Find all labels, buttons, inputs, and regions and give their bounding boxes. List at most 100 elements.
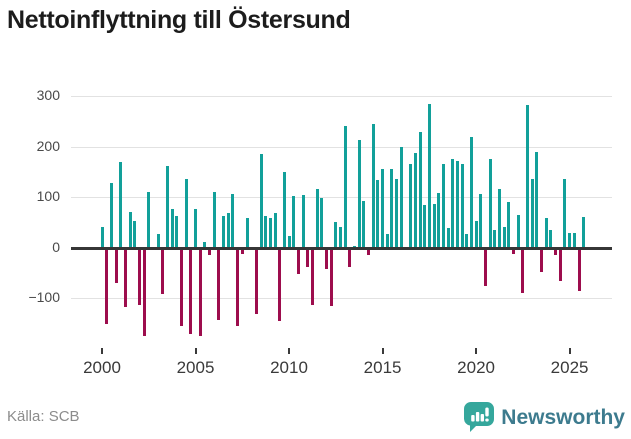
bar-positive bbox=[334, 221, 338, 248]
bar-negative bbox=[367, 247, 370, 256]
x-axis-tick bbox=[568, 348, 571, 354]
bar-positive bbox=[427, 103, 431, 248]
bar-positive bbox=[502, 226, 506, 248]
bar-positive bbox=[423, 205, 427, 248]
gridline-300 bbox=[71, 96, 612, 98]
bar-positive bbox=[170, 208, 174, 248]
newsworthy-icon bbox=[464, 402, 495, 432]
bar-positive bbox=[339, 226, 342, 248]
bar-positive bbox=[465, 233, 469, 248]
bar-positive bbox=[488, 159, 492, 248]
bar-positive bbox=[376, 180, 380, 248]
bar-positive bbox=[194, 208, 197, 248]
bar-positive bbox=[226, 213, 230, 248]
bar-positive bbox=[535, 151, 539, 248]
bar-negative bbox=[306, 247, 310, 268]
bar-positive bbox=[409, 163, 413, 248]
bar-negative bbox=[324, 247, 328, 269]
bar-positive bbox=[315, 189, 319, 248]
gridline-100 bbox=[71, 197, 612, 199]
x-axis-tick bbox=[475, 348, 478, 354]
x-axis-tick bbox=[288, 348, 290, 354]
gridline--100 bbox=[71, 297, 612, 299]
bar-positive bbox=[549, 229, 553, 248]
bar-positive bbox=[451, 159, 455, 248]
x-axis-label: 2020 bbox=[457, 358, 495, 377]
bar-negative bbox=[254, 247, 258, 314]
bar-negative bbox=[240, 247, 244, 255]
bar-positive bbox=[166, 165, 169, 248]
brand-logo: Newsworthy bbox=[464, 402, 625, 433]
bar-negative bbox=[180, 247, 183, 326]
bar-positive bbox=[381, 169, 385, 248]
bar-positive bbox=[526, 104, 529, 248]
bar-positive bbox=[343, 125, 347, 248]
bar-positive bbox=[568, 232, 572, 248]
bar-positive bbox=[544, 218, 548, 248]
bar-positive bbox=[184, 179, 188, 248]
bar-positive bbox=[498, 189, 501, 248]
bar-negative bbox=[142, 247, 146, 336]
bar-positive bbox=[516, 215, 520, 248]
bar-negative bbox=[114, 247, 118, 283]
bar-positive bbox=[479, 194, 483, 248]
bar-positive bbox=[432, 204, 436, 248]
bar-positive bbox=[264, 216, 268, 248]
bar-positive bbox=[455, 160, 459, 248]
bar-positive bbox=[292, 195, 296, 248]
bar-positive bbox=[273, 213, 277, 248]
bar-negative bbox=[512, 247, 515, 254]
bar-negative bbox=[217, 247, 221, 321]
bar-positive bbox=[418, 131, 422, 248]
bar-positive bbox=[133, 221, 137, 248]
bar-positive bbox=[245, 218, 249, 248]
source-note: Källa: SCB bbox=[7, 408, 80, 425]
bar-positive bbox=[474, 220, 478, 248]
bar-positive bbox=[530, 179, 534, 248]
x-axis-tick bbox=[381, 348, 384, 354]
bar-negative bbox=[558, 247, 562, 281]
bar-negative bbox=[296, 247, 300, 275]
bar-positive bbox=[395, 179, 399, 248]
bar-positive bbox=[437, 193, 441, 248]
y-axis-label: −100 bbox=[28, 288, 60, 305]
y-axis-label: 100 bbox=[36, 188, 60, 205]
x-axis-label: 2000 bbox=[83, 358, 121, 377]
x-axis-label: 2010 bbox=[270, 358, 308, 377]
bar-negative bbox=[329, 247, 333, 306]
bar-positive bbox=[203, 241, 207, 248]
bar-negative bbox=[198, 247, 202, 336]
x-axis-tick bbox=[101, 348, 103, 354]
bar-negative bbox=[208, 247, 211, 255]
bar-negative bbox=[189, 247, 193, 335]
brand-wordmark: Newsworthy bbox=[501, 405, 625, 429]
bar-negative bbox=[483, 247, 487, 287]
bar-negative bbox=[278, 247, 282, 321]
bar-negative bbox=[236, 247, 240, 326]
bar-negative bbox=[137, 247, 141, 305]
x-axis-label: 2005 bbox=[176, 358, 215, 377]
bar-positive bbox=[413, 153, 417, 248]
bar-positive bbox=[441, 163, 445, 248]
bar-positive bbox=[147, 192, 151, 248]
bar-positive bbox=[175, 215, 179, 248]
bar-positive bbox=[119, 161, 123, 248]
bar-negative bbox=[123, 247, 127, 307]
x-axis-label: 2015 bbox=[363, 358, 402, 377]
x-axis-tick bbox=[194, 348, 197, 354]
bar-negative bbox=[577, 247, 581, 292]
zero-axis-line bbox=[71, 246, 612, 250]
chart-title: Nettoinflyttning till Östersund bbox=[7, 6, 351, 34]
x-axis-label: 2025 bbox=[550, 358, 589, 377]
bar-positive bbox=[371, 124, 375, 248]
bar-positive bbox=[399, 147, 403, 248]
bar-negative bbox=[554, 247, 558, 256]
bar-negative bbox=[348, 247, 352, 268]
bar-positive bbox=[563, 178, 567, 248]
bar-positive bbox=[268, 218, 272, 248]
bar-positive bbox=[259, 153, 263, 248]
bar-positive bbox=[231, 193, 235, 248]
bar-positive bbox=[446, 228, 450, 248]
